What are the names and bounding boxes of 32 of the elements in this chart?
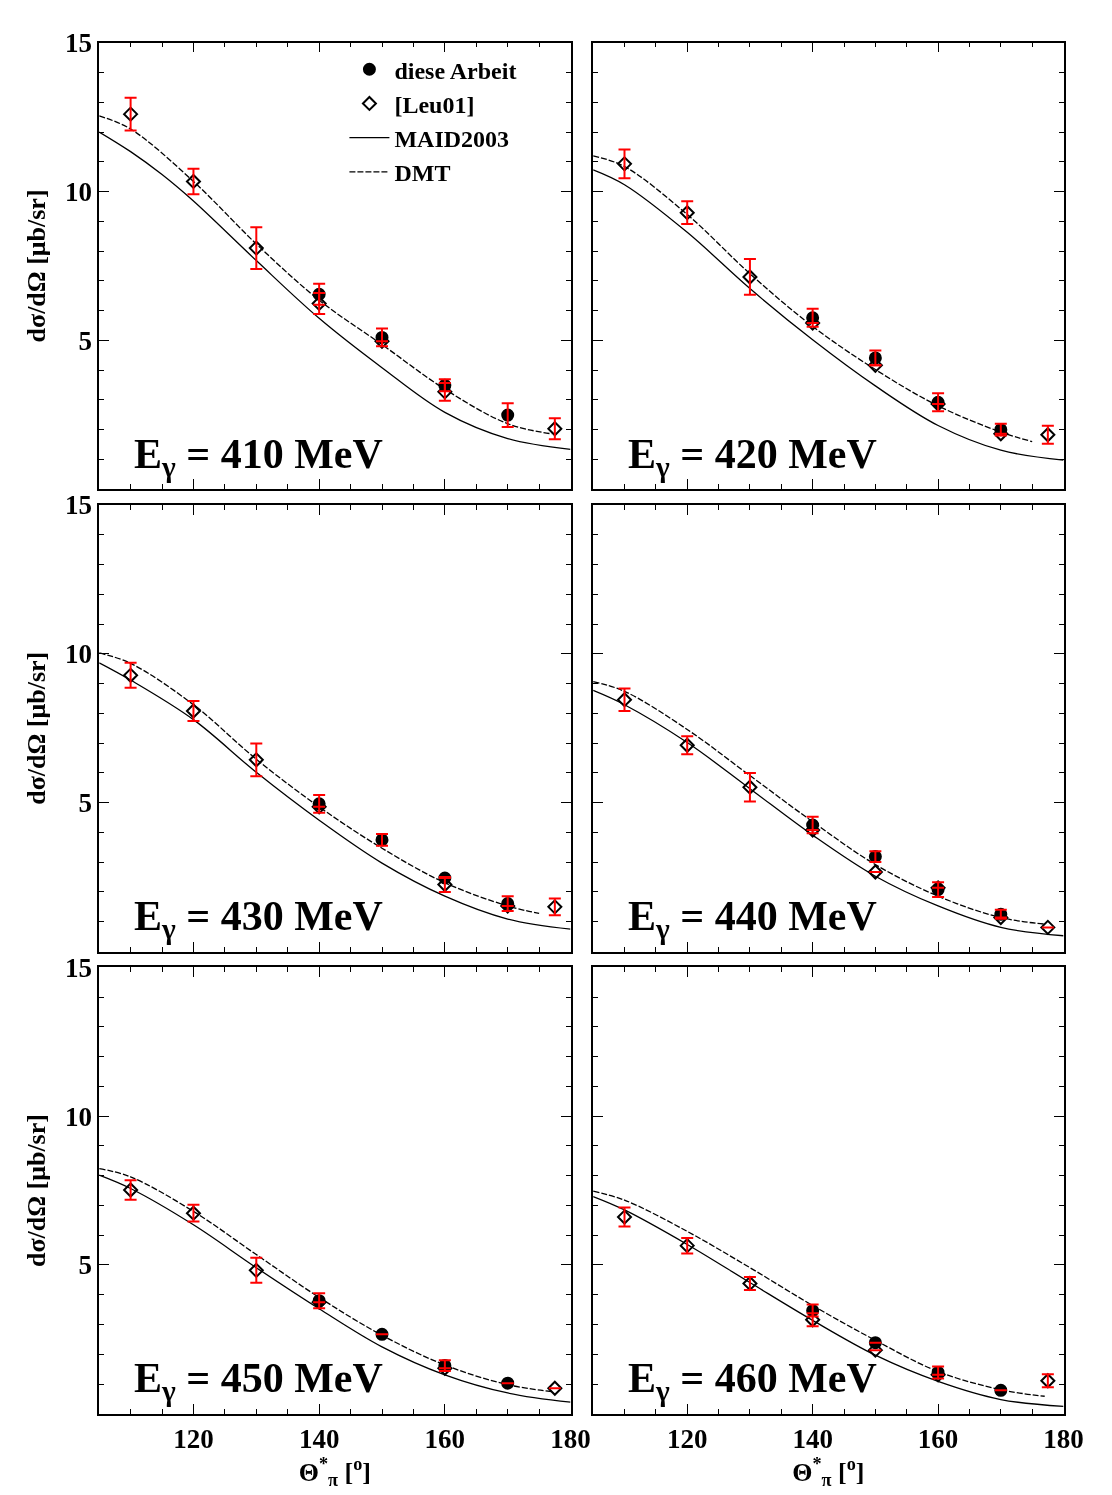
y-tick-label: 5 (78, 325, 93, 356)
annotation: E$_{γ}$ = 430 MeV (134, 893, 383, 945)
y-tick-label: 15 (65, 28, 93, 59)
y-tick-label: 10 (65, 1101, 93, 1132)
y-tick-label: 15 (65, 952, 93, 983)
x-tick-label: 120 (666, 1423, 708, 1454)
y-tick-label: 10 (65, 639, 93, 670)
x-tick-label: 120 (173, 1423, 214, 1454)
annotation: E$_{γ}$ = 450 MeV (134, 1355, 383, 1407)
x-tick-label: 140 (792, 1423, 833, 1454)
x-axis-title: Θ$^{*}$$_{π}$ [$^{o}$] (298, 1453, 371, 1491)
y-axis-title: dσ/dΩ [μb/sr] (21, 651, 51, 805)
x-tick-label: 160 (917, 1423, 959, 1454)
x-axis-title: Θ$^{*}$$_{π}$ [$^{o}$] (792, 1453, 865, 1491)
legend-label: [Leu01] (394, 91, 475, 118)
x-tick-label: 160 (424, 1423, 466, 1454)
x-tick-label: 140 (298, 1423, 340, 1454)
y-axis-title: dσ/dΩ [μb/sr] (21, 189, 51, 343)
y-tick-label: 15 (65, 490, 93, 521)
x-tick-label: 180 (550, 1423, 591, 1454)
annotation: E$_{γ}$ = 440 MeV (628, 893, 877, 945)
legend-label: MAID2003 (394, 126, 510, 153)
annotation: E$_{γ}$ = 410 MeV (134, 431, 383, 483)
y-axis-title: dσ/dΩ [μb/sr] (21, 1114, 51, 1268)
x-tick-label: 180 (1043, 1423, 1084, 1454)
y-tick-label: 5 (78, 788, 93, 819)
y-tick-label: 10 (65, 176, 93, 207)
annotation: E$_{γ}$ = 460 MeV (628, 1355, 877, 1407)
legend-label: diese Arbeit (394, 57, 517, 84)
y-tick-label: 5 (78, 1250, 93, 1281)
annotation: E$_{γ}$ = 420 MeV (628, 431, 877, 483)
legend-label: DMT (394, 160, 451, 187)
